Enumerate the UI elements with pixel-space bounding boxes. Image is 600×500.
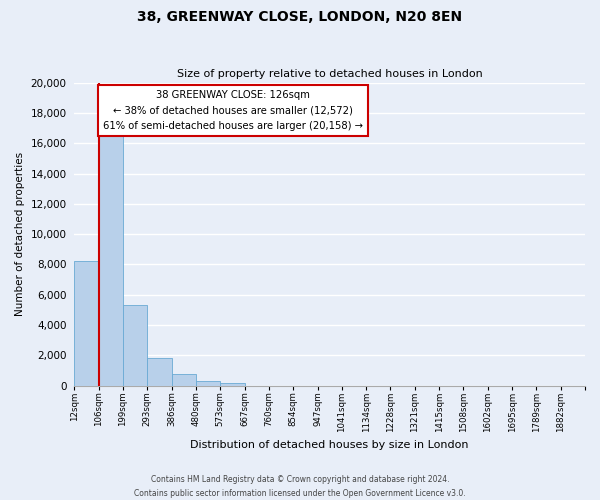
Bar	[74, 262, 98, 386]
Y-axis label: Number of detached properties: Number of detached properties	[15, 152, 25, 316]
Bar	[196, 381, 220, 386]
X-axis label: Distribution of detached houses by size in London: Distribution of detached houses by size …	[190, 440, 469, 450]
Bar	[172, 374, 196, 386]
Text: 38 GREENWAY CLOSE: 126sqm
← 38% of detached houses are smaller (12,572)
61% of s: 38 GREENWAY CLOSE: 126sqm ← 38% of detac…	[103, 90, 362, 132]
Bar	[123, 306, 147, 386]
Title: Size of property relative to detached houses in London: Size of property relative to detached ho…	[177, 69, 482, 79]
Text: Contains HM Land Registry data © Crown copyright and database right 2024.
Contai: Contains HM Land Registry data © Crown c…	[134, 476, 466, 498]
Bar	[98, 134, 123, 386]
Bar	[220, 382, 245, 386]
Bar	[147, 358, 172, 386]
Text: 38, GREENWAY CLOSE, LONDON, N20 8EN: 38, GREENWAY CLOSE, LONDON, N20 8EN	[137, 10, 463, 24]
